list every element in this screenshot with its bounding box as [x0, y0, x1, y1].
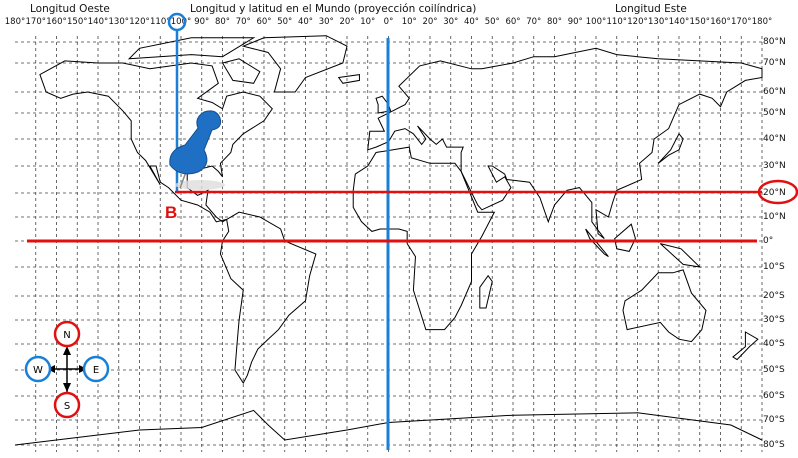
compass-north-label: N [63, 330, 70, 341]
sumatra-outline [585, 228, 609, 258]
longitude-tick-label: 130° [108, 17, 129, 27]
longitude-tick-label: 120° [627, 17, 648, 27]
longitude-tick-label: 120° [129, 17, 150, 27]
longitude-tick-label: 30° [318, 17, 334, 27]
east-longitude-label: Longitud Este [615, 3, 687, 15]
greenland-outline [241, 35, 348, 93]
longitude-tick-label: 140° [668, 17, 690, 27]
new-guinea-outline [659, 243, 702, 268]
baffin-island-outline [221, 58, 261, 84]
map-title: Longitud y latitud en el Mundo (proyecci… [190, 3, 477, 15]
longitude-tick-label: 40° [463, 17, 480, 27]
latitude-tick-label: 70°N [763, 58, 786, 68]
longitude-tick-label: 100° [170, 17, 192, 27]
latitude-tick-label: 30°N [763, 161, 786, 171]
latitude-tick-label: 60°S [763, 391, 785, 401]
longitude-tick-label: 0° [383, 17, 394, 27]
latitude-tick-label: 30°S [763, 315, 785, 325]
longitude-tick-label: 60° [256, 17, 272, 27]
longitude-tick-label: 90° [567, 17, 583, 27]
compass-west-circle [24, 355, 52, 383]
longitude-tick-label: 50° [484, 17, 500, 27]
longitude-tick-label: 160° [46, 17, 67, 27]
compass-east-circle [82, 355, 110, 383]
longitude-tick-label: 50° [277, 17, 293, 27]
compass-west-label: W [33, 365, 43, 376]
longitude-tick-label: 150° [67, 17, 88, 27]
south-america-outline [219, 211, 317, 384]
arrow-south-icon [63, 383, 71, 392]
arctic-islands-outline [127, 37, 256, 60]
longitude-tick-label: 80° [214, 17, 231, 27]
compass-south-label: S [64, 401, 70, 412]
longitude-tick-label: 70° [526, 17, 542, 27]
latitude-tick-label: 50°N [763, 108, 786, 118]
latitude-tick-label: 10°N [763, 212, 786, 222]
longitude-tick-label: 70° [235, 17, 251, 27]
longitude-tick-label: 80° [546, 17, 563, 27]
latitude-tick-label: 0° [763, 236, 774, 246]
longitude-tick-label: 90° [194, 17, 210, 27]
latitude-tick-label: 50°S [763, 365, 785, 375]
latitude-tick-label: 80°N [763, 37, 786, 47]
longitude-tick-label: 110° [606, 17, 627, 27]
antarctica-outline [14, 409, 763, 446]
pin-needle [179, 171, 187, 189]
longitude-tick-label: 150° [689, 17, 710, 27]
parallel-20n-label-circle [757, 179, 798, 205]
latitude-tick-label: 40°S [763, 339, 785, 349]
japan-outline [657, 132, 684, 164]
compass-south-circle [53, 391, 81, 419]
pushpin-icon [169, 110, 222, 175]
longitude-tick-label: 100° [585, 17, 607, 27]
longitude-tick-label: 10° [401, 17, 417, 27]
africa-outline [352, 146, 496, 331]
longitude-tick-label: 180° [751, 17, 773, 27]
australia-outline [622, 269, 707, 343]
eurasia-outline [367, 47, 763, 239]
longitude-tick-label: 180° [4, 17, 26, 27]
pin-shadow [175, 180, 225, 190]
latitude-tick-label: 20°S [763, 291, 785, 301]
longitude-tick-label: 140° [87, 17, 109, 27]
longitude-tick-label: 110° [150, 17, 171, 27]
longitude-tick-label: 170° [731, 17, 752, 27]
meridian-100w-marker [167, 12, 187, 32]
compass-east-label: E [93, 365, 99, 376]
iceland-outline [337, 74, 360, 84]
latitude-tick-label: 70°S [763, 415, 785, 425]
longitude-tick-label: 10° [360, 17, 376, 27]
point-b-label: B [165, 203, 178, 222]
latitude-tick-label: 10°S [763, 262, 785, 272]
longitude-tick-label: 40° [297, 17, 314, 27]
latitude-tick-label: 40°N [763, 134, 786, 144]
west-longitude-label: Longitud Oeste [30, 3, 110, 15]
longitude-tick-label: 30° [443, 17, 459, 27]
borneo-outline [614, 223, 636, 252]
latitude-tick-label: 60°N [763, 87, 786, 97]
longitude-tick-label: 170° [25, 17, 46, 27]
longitude-tick-label: 160° [710, 17, 731, 27]
longitude-tick-label: 130° [648, 17, 669, 27]
longitude-tick-label: 20° [422, 17, 438, 27]
latitude-tick-label: 80°S [763, 440, 785, 450]
madagascar-outline [479, 274, 493, 309]
great-britain-outline [375, 95, 392, 114]
latitude-tick-label: 20°N [763, 188, 786, 198]
longitude-tick-label: 60° [505, 17, 521, 27]
compass-north-circle [53, 320, 81, 348]
arrow-north-icon [63, 346, 71, 355]
longitude-tick-label: 20° [339, 17, 355, 27]
new-zealand-outline [732, 331, 759, 361]
north-america-outline [39, 60, 273, 223]
